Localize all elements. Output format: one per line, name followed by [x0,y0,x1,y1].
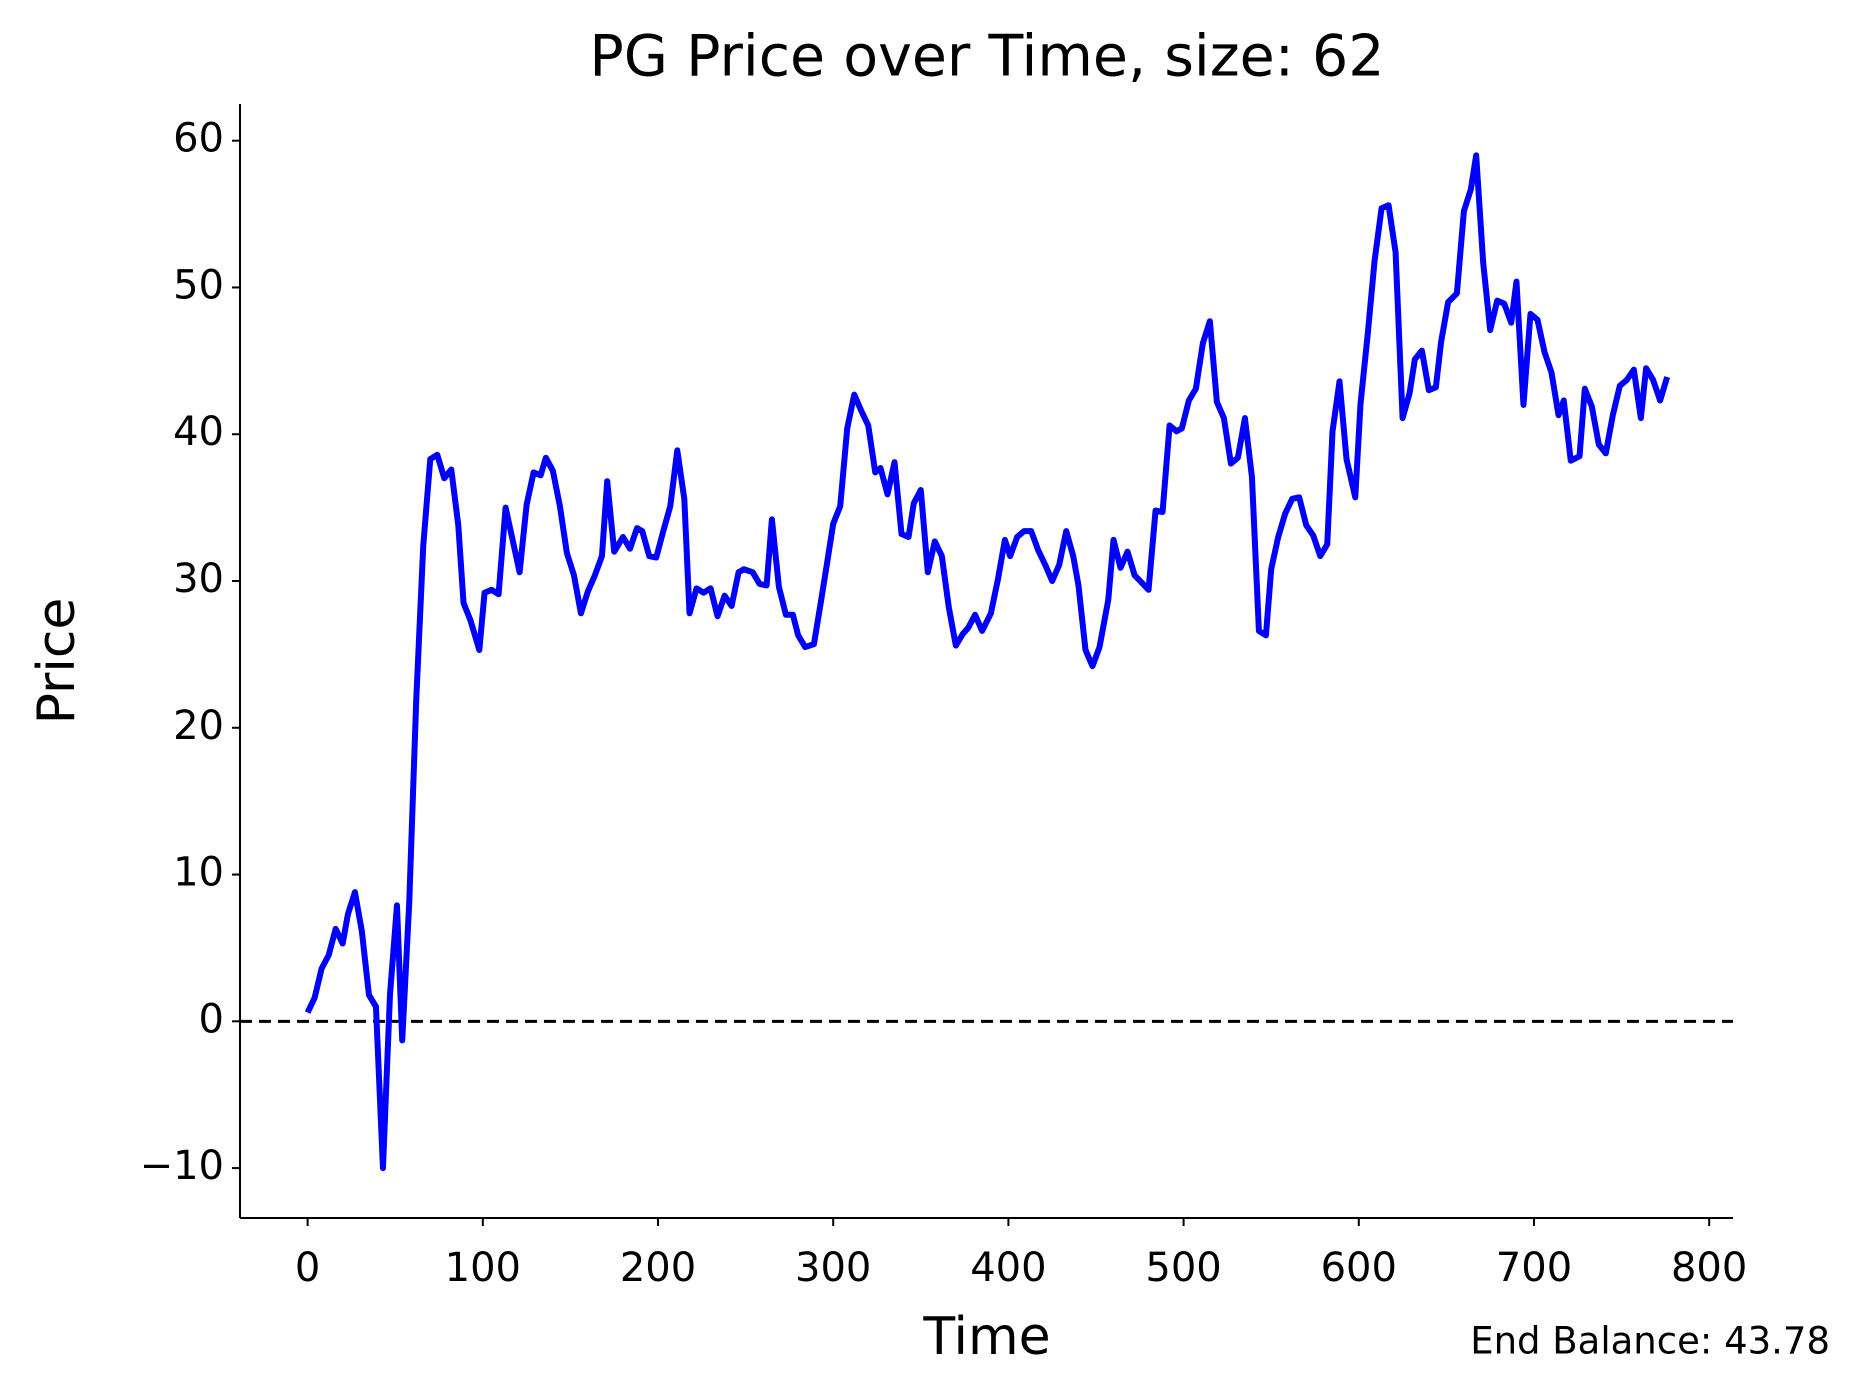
x-tick-label: 500 [1145,1245,1221,1291]
y-tick-label: 50 [173,262,224,308]
x-tick-label: 800 [1671,1245,1747,1291]
x-tick-label: 300 [795,1245,871,1291]
y-tick-label: −10 [140,1143,224,1189]
x-axis-label: Time [922,1307,1050,1367]
x-tick-label: 200 [620,1245,696,1291]
y-tick-label: 20 [173,703,224,749]
x-tick-label: 100 [445,1245,521,1291]
y-tick-label: 40 [173,409,224,455]
y-tick-label: 10 [173,850,224,896]
x-tick-label: 700 [1496,1245,1572,1291]
x-tick-label: 400 [970,1245,1046,1291]
x-tick-label: 0 [295,1245,320,1291]
x-tick-label: 600 [1321,1245,1397,1291]
end-balance: End Balance: 43.78 [1470,1320,1830,1363]
price-line [304,152,1671,1172]
y-tick-label: 0 [199,996,224,1042]
y-tick-label: 30 [173,556,224,602]
chart-title: PG Price over Time, size: 62 [589,24,1384,90]
y-axis-label: Price [27,598,87,725]
y-tick-label: 60 [173,116,224,162]
